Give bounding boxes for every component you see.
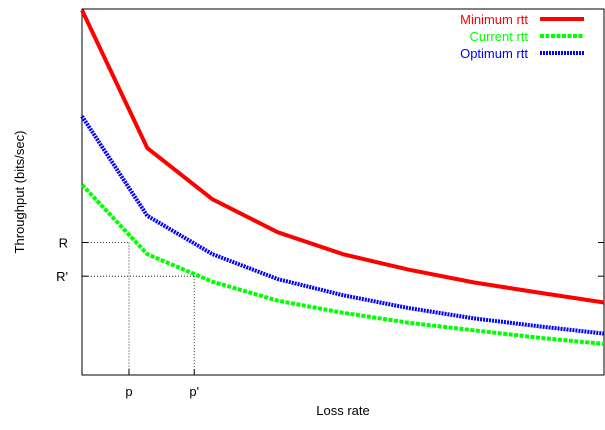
axis-ticks: p p' R R' <box>56 236 604 399</box>
y-axis-label: Throughput (bits/sec) <box>12 131 27 254</box>
series-group <box>80 9 605 346</box>
plot-frame <box>81 8 605 376</box>
y-tick-label-1: R' <box>56 269 68 284</box>
legend: Minimum rtt Current rtt Optimum rtt <box>460 12 584 61</box>
y-tick-label-0: R <box>59 236 68 251</box>
x-axis-label: Loss rate <box>316 403 369 418</box>
series-line-minimum-rtt <box>80 9 605 305</box>
legend-label-current-rtt: Current rtt <box>469 29 528 44</box>
series-line-optimum-rtt <box>80 115 605 336</box>
series-line-current-rtt <box>80 183 605 346</box>
legend-label-minimum-rtt: Minimum rtt <box>460 12 528 27</box>
x-tick-label-1: p' <box>189 384 199 399</box>
guide-lines <box>82 242 195 375</box>
legend-label-optimum-rtt: Optimum rtt <box>460 46 528 61</box>
x-tick-label-0: p <box>125 384 132 399</box>
